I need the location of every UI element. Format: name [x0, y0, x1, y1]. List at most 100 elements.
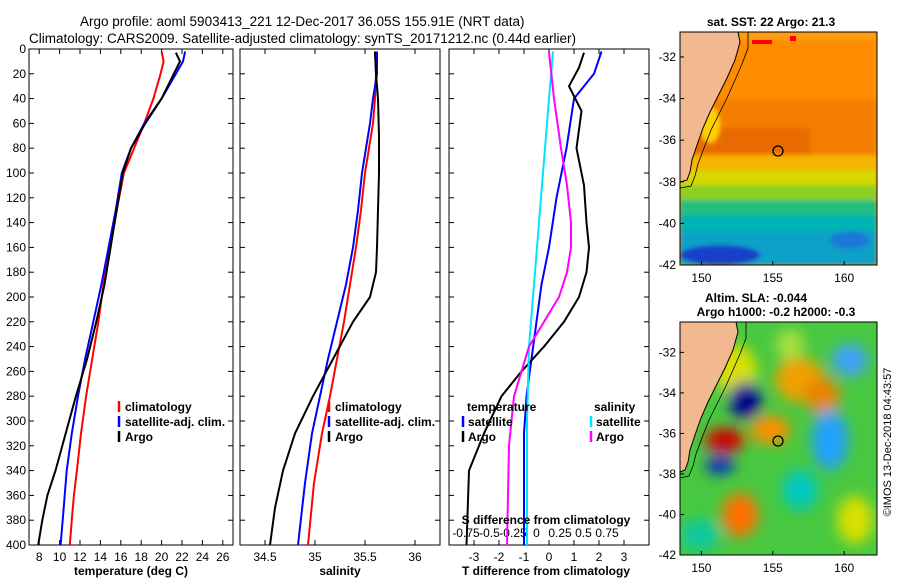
sla-map-frame	[679, 321, 878, 556]
depth-tick-label: 20	[13, 67, 27, 81]
sst-coastline	[680, 32, 741, 183]
depth-tick-label: 400	[6, 538, 26, 552]
legend-argo: Argo	[125, 430, 153, 444]
s-difference-label: S difference from climatology	[462, 513, 631, 527]
x-tick-label: 18	[135, 550, 149, 564]
x-tick-label: 24	[196, 550, 210, 564]
difference-xlabel: T difference from climatology	[462, 564, 630, 578]
map-lat-label: -38	[659, 467, 677, 481]
figure-title-line1: Argo profile: aoml 5903413_221 12-Dec-20…	[80, 14, 525, 29]
s-tick-label: -0.25	[499, 526, 527, 540]
series-line-salinity-argo	[269, 51, 380, 546]
x-tick-label: 22	[175, 550, 189, 564]
x-tick-label: 10	[53, 550, 67, 564]
series-line-temperature-argo	[37, 52, 181, 546]
legend-satellite-adj-clim-s: satellite-adj. clim.	[335, 415, 435, 429]
series-line-difference-t-argo	[465, 52, 590, 546]
depth-tick-label: 160	[6, 240, 26, 254]
x-tick-label: 1	[571, 550, 578, 564]
x-tick-label: 0	[546, 550, 553, 564]
depth-tick-label: 240	[6, 340, 26, 354]
map-lat-label: -42	[659, 548, 677, 562]
sla-argo-marker	[772, 435, 784, 447]
sst-shelf-contour	[680, 32, 749, 189]
x-tick-label: 14	[94, 550, 108, 564]
series-line-difference-t-satellite	[523, 51, 603, 545]
map-lat-label: -40	[659, 216, 677, 230]
depth-tick-label: 200	[6, 290, 26, 304]
map-lon-label: 150	[691, 271, 711, 285]
depth-tick-label: 300	[6, 414, 26, 428]
map-lat-label: -32	[659, 345, 677, 359]
sst-argo-marker	[772, 145, 784, 157]
map-lon-label: 150	[691, 561, 711, 575]
sla-map-field	[680, 322, 877, 555]
depth-tick-label: 320	[6, 439, 26, 453]
map-lat-label: -36	[659, 426, 677, 440]
salinity-xlabel: salinity	[319, 564, 361, 578]
sst-map-title: sat. SST: 22 Argo: 21.3	[707, 15, 836, 29]
depth-tick-label: 100	[6, 166, 26, 180]
map-lon-label: 160	[834, 271, 854, 285]
map-lat-label: -36	[659, 133, 677, 147]
legend-s-satellite: satellite	[596, 415, 641, 429]
sla-map-title2: Argo h1000: -0.2 h2000: -0.3	[697, 305, 856, 319]
depth-tick-label: 180	[6, 265, 26, 279]
sla-map-ticks: 150 155 160 -32 -34 -36 -38 -40 -42	[659, 345, 855, 575]
s-tick-label: 0.75	[595, 526, 619, 540]
sst-map-ticks: 150 155 160 -32 -34 -36 -38 -40 -42	[659, 50, 855, 285]
sst-land	[680, 32, 740, 182]
sla-shelf-contour	[680, 322, 747, 479]
salinity-legend: climatology satellite-adj. clim. Argo	[327, 400, 435, 444]
map-lat-label: -40	[659, 507, 677, 521]
map-lon-label: 155	[763, 561, 783, 575]
temperature-xlabel: temperature (deg C)	[74, 564, 188, 578]
x-tick-label: 34.5	[253, 550, 277, 564]
depth-tick-label: 40	[13, 92, 27, 106]
x-tick-label: 26	[216, 550, 230, 564]
s-tick-label: 0.25	[548, 526, 572, 540]
series-layer	[37, 51, 603, 546]
sla-land	[680, 322, 738, 472]
temperature-legend: climatology satellite-adj. clim. Argo	[117, 400, 225, 444]
difference-panel-frame	[448, 48, 650, 546]
depth-tick-label: 80	[13, 141, 27, 155]
legend-t-argo: Argo	[468, 430, 496, 444]
salinity-panel-frame	[239, 48, 441, 546]
map-lat-label: -34	[659, 386, 677, 400]
depth-tick-label: 360	[6, 488, 26, 502]
legend-climatology-s: climatology	[335, 400, 402, 414]
axes-layer: 0204060801001201401601802002202402602803…	[6, 42, 649, 564]
map-lat-label: -32	[659, 50, 677, 64]
depth-tick-label: 380	[6, 513, 26, 527]
series-line-difference-s-argo	[506, 51, 572, 546]
x-tick-label: 12	[73, 550, 87, 564]
x-tick-label: 16	[114, 550, 128, 564]
s-tick-label: 0	[533, 526, 540, 540]
map-lat-label: -34	[659, 92, 677, 106]
x-tick-label: -2	[494, 550, 505, 564]
map-lon-label: 160	[834, 561, 854, 575]
legend-t-satellite: satellite	[468, 415, 513, 429]
depth-tick-label: 280	[6, 389, 26, 403]
figure-title-line2: Climatology: CARS2009. Satellite-adjuste…	[29, 31, 576, 46]
map-lon-label: 155	[763, 271, 783, 285]
x-tick-label: 8	[36, 550, 43, 564]
depth-tick-label: 260	[6, 364, 26, 378]
depth-tick-label: 0	[19, 42, 26, 56]
depth-tick-label: 60	[13, 116, 27, 130]
difference-legend: temperature satellite Argo salinity sate…	[461, 400, 641, 444]
sla-coastline	[680, 322, 739, 473]
x-tick-label: 2	[596, 550, 603, 564]
series-line-temperature-climatology	[68, 51, 165, 546]
sla-map-title1: Altim. SLA: -0.044	[705, 291, 807, 305]
s-tick-label: -0.5	[479, 526, 500, 540]
depth-tick-label: 220	[6, 315, 26, 329]
depth-tick-label: 120	[6, 191, 26, 205]
legend-salinity-title: salinity	[594, 400, 636, 414]
series-line-temperature-satellite-adj-clim-	[59, 51, 187, 546]
depth-tick-label: 340	[6, 464, 26, 478]
series-line-salinity-climatology	[307, 51, 377, 546]
x-tick-label: -3	[469, 550, 480, 564]
